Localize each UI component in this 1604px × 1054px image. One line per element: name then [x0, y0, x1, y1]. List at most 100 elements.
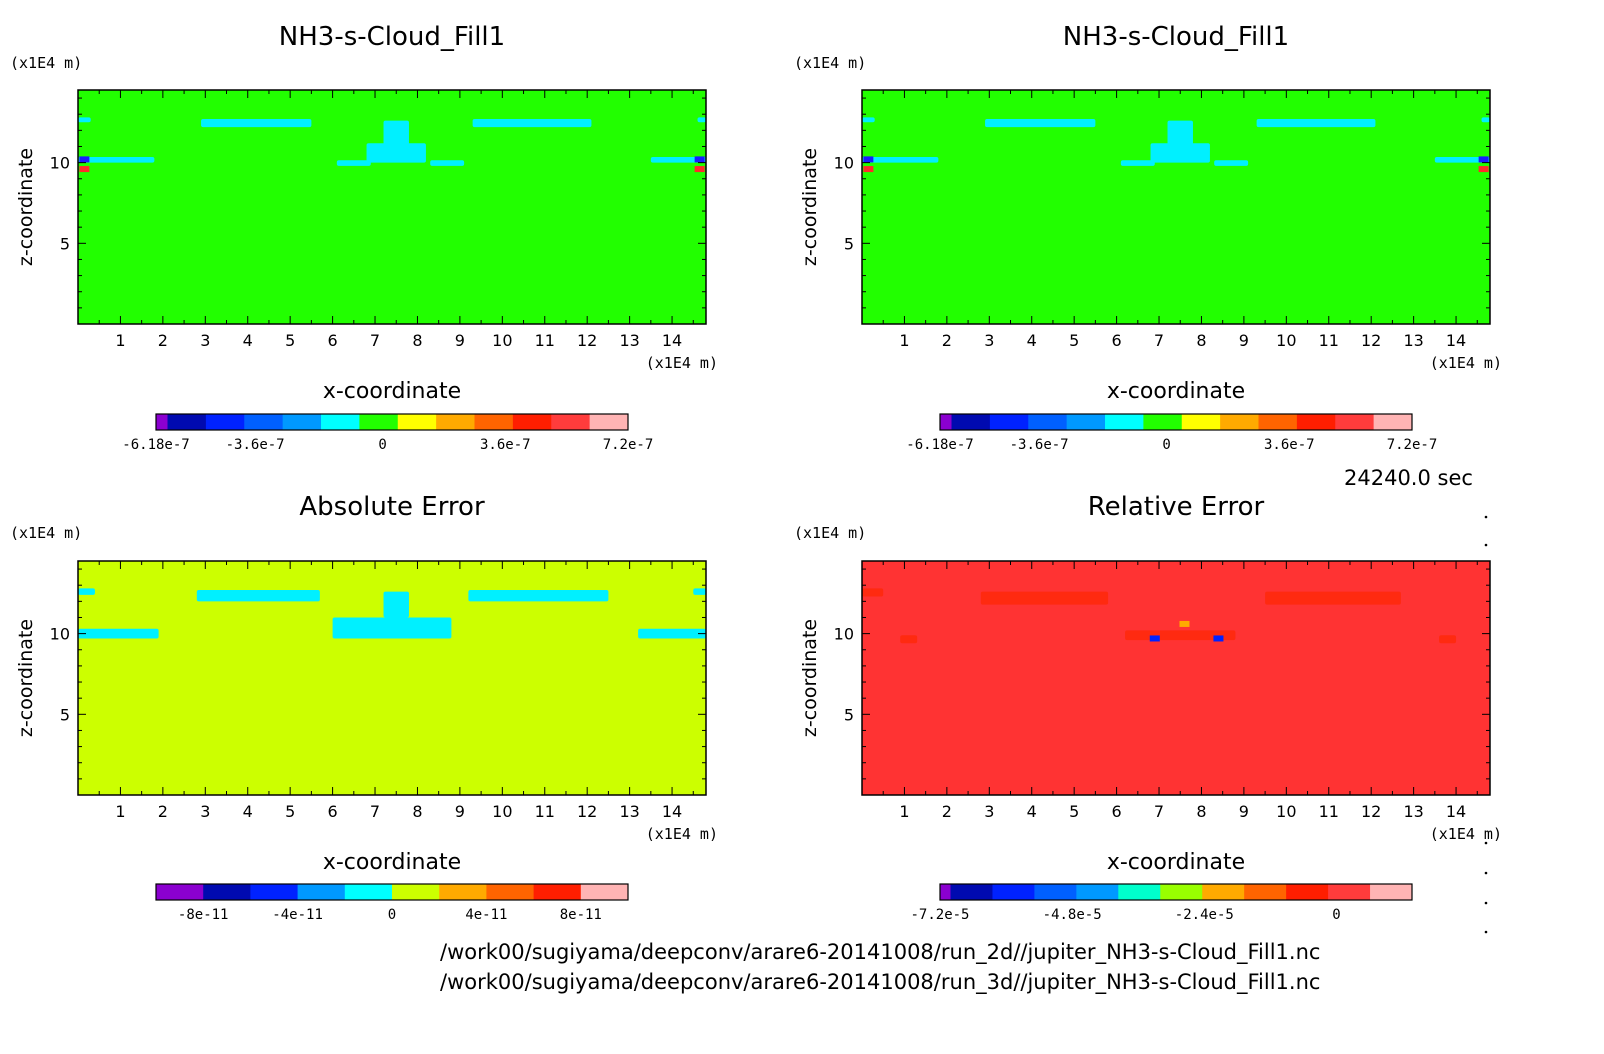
colorbar-swatch: [1328, 884, 1371, 900]
heatmap-patch: [468, 590, 609, 602]
colorbar-swatch: [244, 414, 284, 430]
x-tick-label: 14: [662, 802, 682, 821]
colorbar-swatch: [512, 414, 552, 430]
x-tick-label: 13: [1403, 802, 1423, 821]
colorbar-label: 0: [378, 437, 386, 453]
heatmap-spot: [1149, 635, 1160, 642]
plot-frame: [77, 89, 707, 325]
colorbar-label: -6.18e-7: [122, 437, 189, 453]
colorbar-frame: [155, 413, 629, 431]
x-tick-label: 11: [535, 331, 555, 350]
x-tick-label: 14: [1446, 331, 1466, 350]
colorbar-label: 3.6e-7: [480, 437, 531, 453]
colorbar-swatch: [1028, 414, 1068, 430]
heatmap-patch: [1256, 119, 1376, 128]
x-tick-label: 7: [370, 331, 380, 350]
heatmap-spot: [863, 156, 874, 163]
colorbar-label: -3.6e-7: [226, 437, 285, 453]
x-tick-label: 4: [243, 331, 253, 350]
colorbar-swatch: [1220, 414, 1260, 430]
heatmap-spot: [863, 166, 874, 173]
colorbar-label: -6.18e-7: [906, 437, 973, 453]
y-tick-label: 10: [50, 625, 70, 644]
heatmap-patch: [336, 160, 371, 166]
colorbar-swatch: [1105, 414, 1144, 430]
x-tick-label: 2: [158, 802, 168, 821]
colorbar-swatch: [203, 884, 251, 900]
heatmap-patch: [383, 120, 409, 147]
x-tick-label: 2: [158, 331, 168, 350]
heatmap-patch: [1167, 120, 1193, 147]
colorbar-swatch: [1202, 884, 1245, 900]
x-axis-label: x-coordinate: [1107, 850, 1245, 875]
colorbar-label: -4e-11: [272, 907, 323, 923]
heatmap-spot: [79, 166, 90, 173]
x-tick-label: 4: [243, 802, 253, 821]
colorbar-frame: [939, 883, 1413, 901]
edge-dot: [1484, 930, 1488, 934]
x-tick-label: 6: [1112, 802, 1122, 821]
heatmap-patch: [862, 588, 884, 597]
x-unit-label: (x1E4 m): [646, 825, 718, 843]
x-tick-label: 5: [285, 331, 295, 350]
x-tick-label: 8: [1196, 331, 1206, 350]
colorbar-swatch: [250, 884, 299, 900]
x-tick-label: 2: [942, 331, 952, 350]
colorbar-swatch: [551, 414, 591, 430]
x-tick-label: 3: [984, 331, 994, 350]
colorbar-swatch: [439, 884, 487, 900]
x-tick-label: 10: [1276, 802, 1296, 821]
x-tick-label: 3: [984, 802, 994, 821]
heatmap-patch: [900, 635, 918, 644]
x-tick-label: 5: [1069, 331, 1079, 350]
y-unit-label: (x1E4 m): [794, 524, 866, 542]
x-tick-label: 12: [1361, 802, 1381, 821]
heatmap-patch: [862, 156, 939, 163]
x-tick-label: 4: [1027, 802, 1037, 821]
colorbar-label: -7.2e-5: [910, 907, 969, 923]
colorbar-swatch: [167, 414, 207, 430]
chart-panel-3: Absolute Error(x1E4 m)1 2 3 4 5 6 7 8 9 10 11 12 13 1…: [10, 492, 718, 923]
colorbar-label: 0: [388, 907, 396, 923]
footer-path-run-3d: /work00/sugiyama/deepconv/arare6-2014100…: [440, 970, 1321, 994]
heatmap-spot: [1179, 620, 1190, 627]
y-tick-label: 10: [834, 625, 854, 644]
edge-dot: [1484, 515, 1488, 519]
colorbar-label: 8e-11: [560, 907, 602, 923]
colorbar-swatch: [321, 414, 360, 430]
colorbar-swatch: [1244, 884, 1287, 900]
x-tick-label: 8: [412, 331, 422, 350]
figure-canvas: NH3-s-Cloud_Fill1(x1E4 m)1 2 3 4 5 6 7 8 9 10 11 12…: [10, 22, 1502, 934]
x-tick-label: 12: [577, 802, 597, 821]
heatmap-patch: [1214, 160, 1249, 166]
x-tick-label: 11: [535, 802, 555, 821]
x-tick-label: 13: [619, 802, 639, 821]
heatmap-patch: [78, 156, 155, 163]
heatmap-spot: [1478, 166, 1489, 173]
colorbar-swatch: [474, 414, 514, 430]
y-tick-label: 5: [844, 705, 854, 724]
x-tick-label: 8: [412, 802, 422, 821]
x-tick-label: 6: [328, 802, 338, 821]
heatmap-patch: [332, 617, 452, 639]
heatmap-patch: [1481, 117, 1490, 123]
x-tick-label: 1: [899, 331, 909, 350]
colorbar-swatch: [392, 884, 440, 900]
chart-title: NH3-s-Cloud_Fill1: [279, 22, 505, 52]
heatmap-patch: [196, 590, 320, 602]
colorbar-swatch: [436, 414, 476, 430]
chart-panel-1: NH3-s-Cloud_Fill1(x1E4 m)1 2 3 4 5 6 7 8 9 10 11 12…: [10, 22, 718, 453]
heatmap-patch: [985, 119, 1096, 128]
heatmap-patch: [383, 591, 409, 618]
heatmap-spot: [1478, 156, 1489, 163]
x-tick-label: 6: [328, 331, 338, 350]
x-tick-label: 5: [285, 802, 295, 821]
colorbar-swatch: [940, 414, 953, 430]
colorbar-label: 3.6e-7: [1264, 437, 1315, 453]
colorbar-swatch: [950, 884, 993, 900]
heatmap-patch: [693, 588, 706, 595]
colorbar-swatch: [589, 414, 629, 430]
heatmap-spot: [1213, 635, 1224, 642]
heatmap-patch: [366, 143, 426, 163]
colorbar-frame: [939, 413, 1413, 431]
